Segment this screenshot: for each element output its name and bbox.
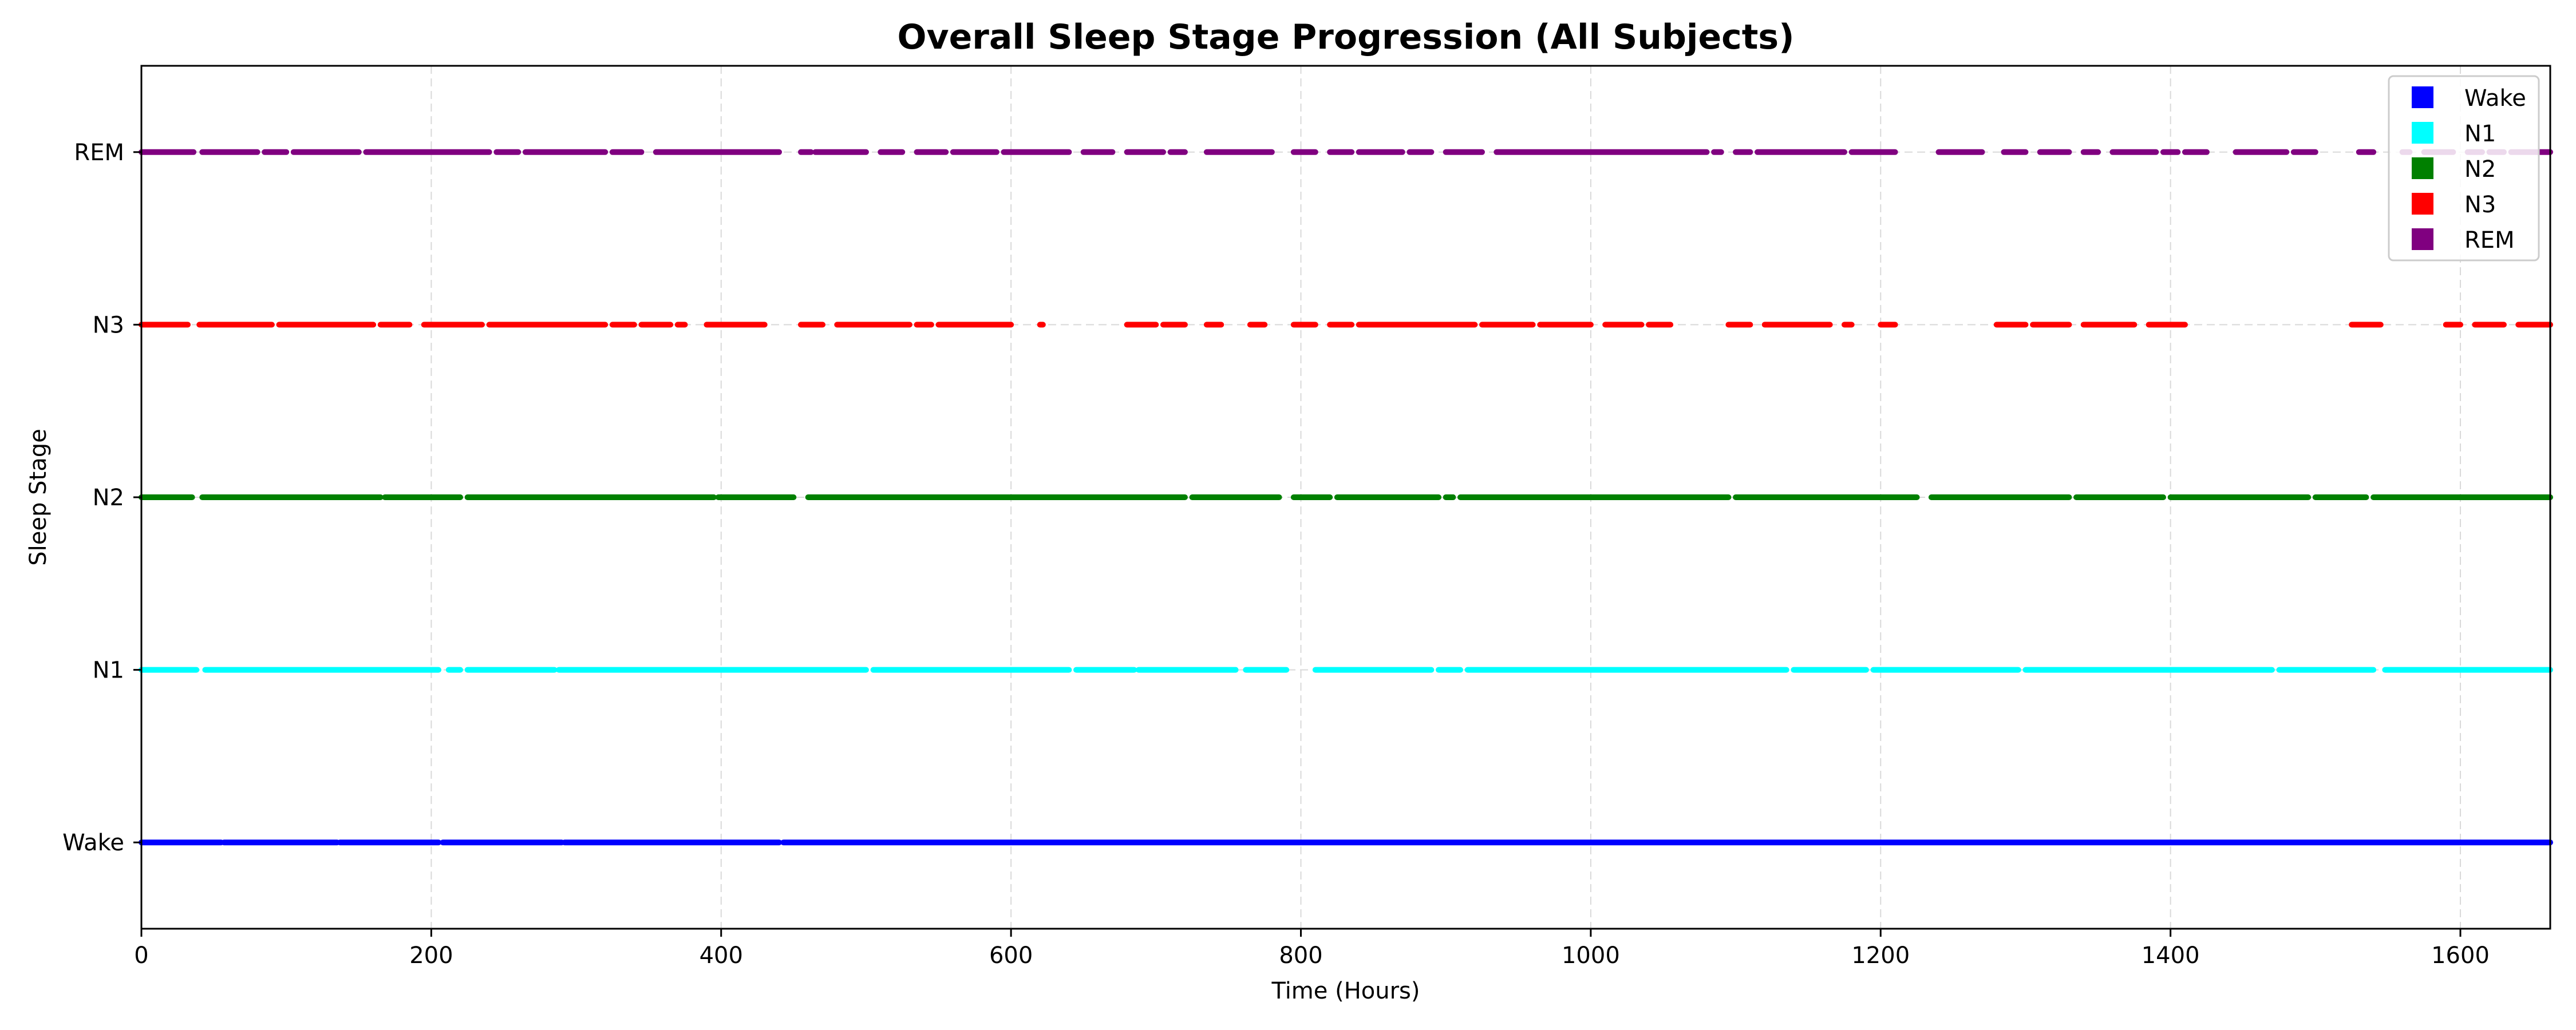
x-tick-label: 600 [989,942,1033,969]
legend-label: N2 [2464,156,2496,183]
x-tick-label: 800 [1279,942,1322,969]
legend-swatch [2412,122,2433,144]
x-tick-label: 1200 [1851,942,1910,969]
y-tick-label: REM [74,140,124,166]
x-tick-label: 0 [134,942,148,969]
chart-title: Overall Sleep Stage Progression (All Sub… [897,17,1794,57]
x-axis-label: Time (Hours) [1271,978,1420,1004]
x-tick-label: 400 [700,942,743,969]
x-axis-ticks: 0 200 400 600 800 1000 1200 1400 1600 [134,929,2490,969]
data-layer [139,149,2553,846]
legend-swatch [2412,86,2433,108]
y-tick-label: N1 [93,657,124,684]
x-tick-label: 200 [409,942,453,969]
y-tick-label: N2 [93,485,124,511]
x-tick-label: 1600 [2431,942,2490,969]
legend-label: N3 [2464,192,2496,218]
legend-label: N1 [2464,121,2496,147]
y-axis-ticks: Wake N1 N2 N3 REM [62,140,141,856]
legend-swatch [2412,193,2433,215]
legend-label: REM [2464,227,2515,253]
legend-swatch [2412,157,2433,179]
y-axis-label: Sleep Stage [25,429,52,565]
legend: Wake N1 N2 N3 REM [2388,75,2540,262]
x-tick-label: 1400 [2142,942,2200,969]
x-tick-label: 1000 [1562,942,1620,969]
y-tick-label: N3 [93,312,124,338]
legend-label: Wake [2464,85,2526,112]
y-tick-label: Wake [62,830,124,856]
legend-swatch [2412,228,2433,250]
